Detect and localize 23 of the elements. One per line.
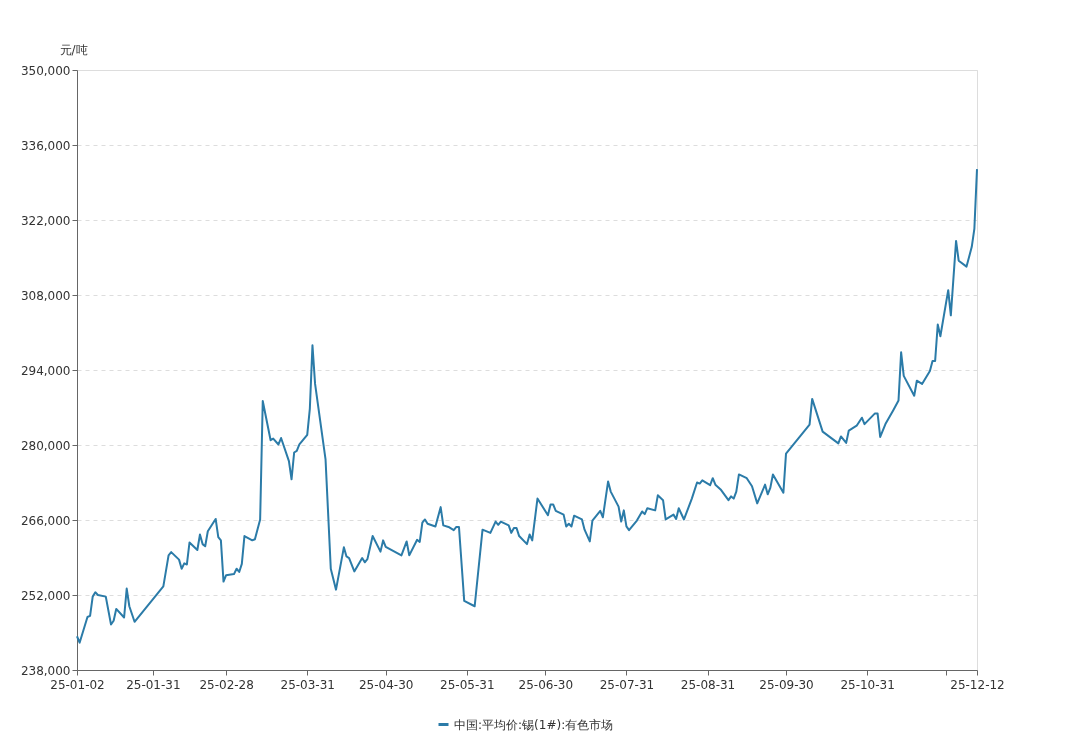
y-tick-label: 350,000 [20,63,71,78]
y-tick-label: 294,000 [20,363,71,378]
x-tick-label: 25-01-31 [126,677,181,692]
y-tick-label: 280,000 [20,438,71,453]
x-tick-label: 25-07-31 [599,677,655,692]
y-axis-title: 元/吨 [59,42,88,57]
x-tick-label: 25-04-30 [358,677,414,692]
x-tick-label: 25-08-31 [680,677,736,692]
y-tick-label: 252,000 [20,588,71,603]
y-tick-label: 266,000 [20,513,71,528]
legend-label: 中国:平均价:锡(1#):有色市场 [454,717,614,732]
x-tick-label: 25-01-02 [50,677,105,692]
x-tick-label: 25-12-12 [950,677,1005,692]
x-tick-label: 25-05-31 [440,677,495,692]
y-tick-label: 308,000 [20,288,71,303]
x-tick-label: 25-03-31 [280,677,335,692]
x-tick-label: 25-02-28 [199,677,254,692]
y-tick-label: 336,000 [20,138,71,153]
x-tick-label: 25-09-30 [759,677,814,692]
y-tick-label: 322,000 [20,213,71,228]
x-tick-label: 25-06-30 [518,677,574,692]
x-tick-label: 25-10-31 [840,677,895,692]
y-tick-label: 238,000 [20,663,71,678]
